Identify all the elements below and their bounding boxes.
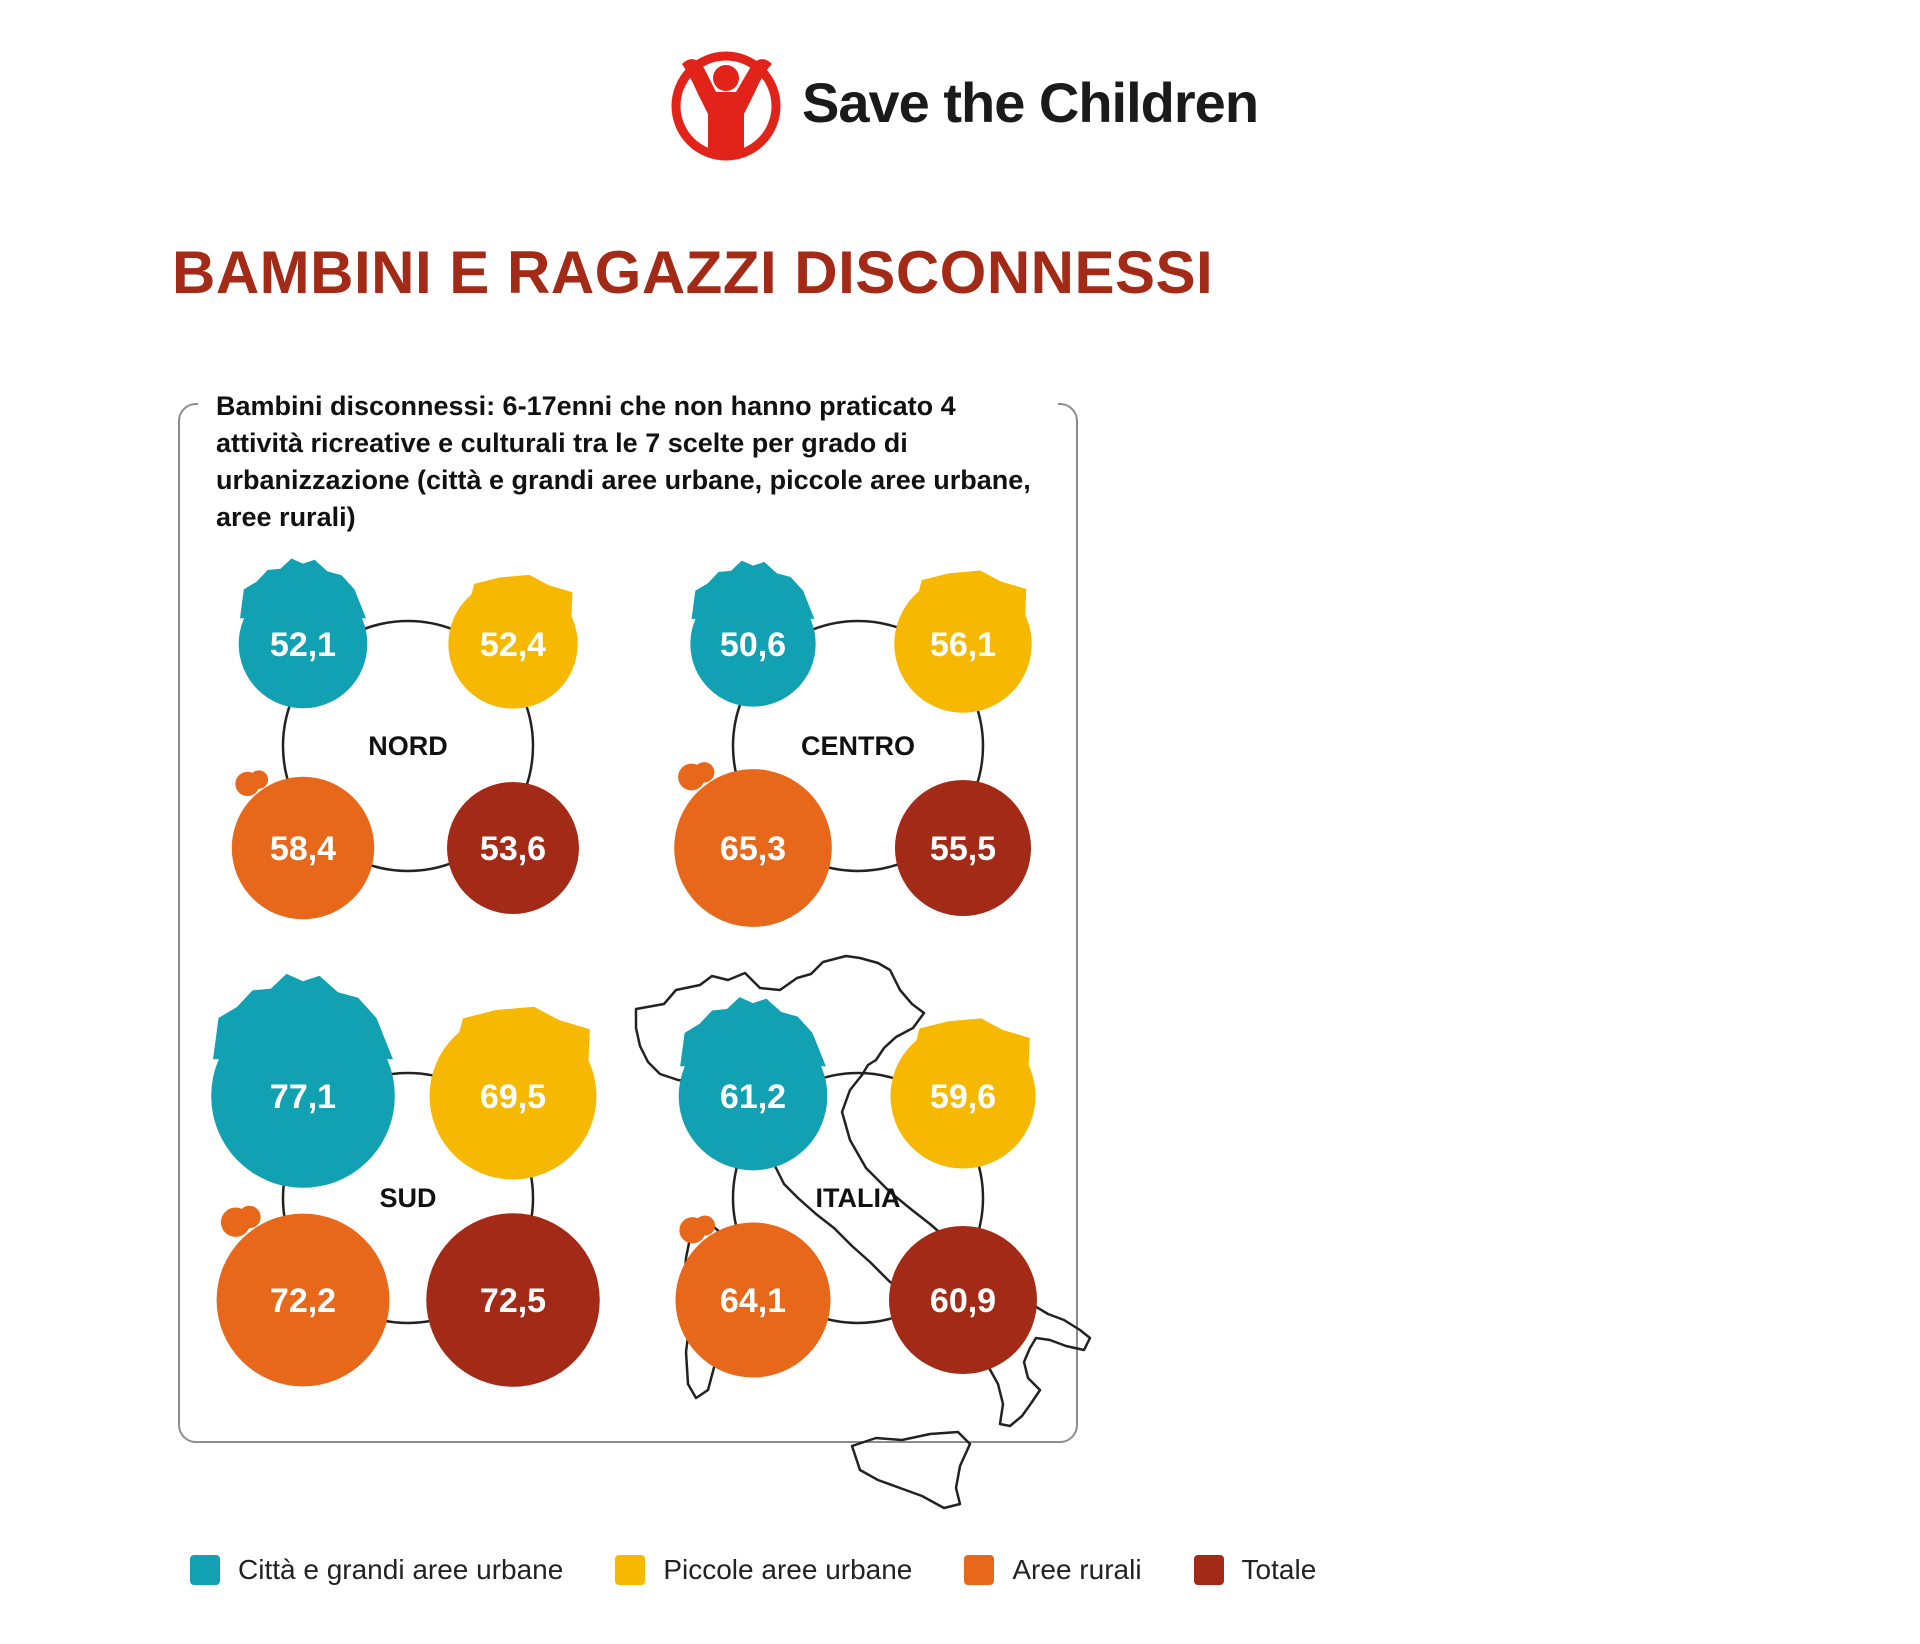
legend-item-total: Totale bbox=[1193, 1554, 1317, 1586]
chart-subtitle: Bambini disconnessi: 6-17enni che non ha… bbox=[198, 388, 1058, 536]
bubble-group-italia: 61,2 59,6 64,1 60,9 ITALIA bbox=[675, 997, 1037, 1378]
bubble-group-nord: 52,1 52,4 58,4 53,6 NORD bbox=[231, 558, 579, 920]
bubble-4 bbox=[447, 782, 579, 914]
bubble-group-sud: 77,1 69,5 72,2 72,5 SUD bbox=[211, 973, 600, 1387]
bubble-4 bbox=[894, 779, 1032, 917]
bubble-2 bbox=[429, 1012, 597, 1180]
bubble-value-label: 53,6 bbox=[480, 830, 546, 868]
legend-item-small-urban: Piccole aree urbane bbox=[615, 1554, 912, 1586]
bubble-value-label: 50,6 bbox=[720, 626, 786, 664]
group-label: SUD bbox=[379, 1183, 436, 1213]
legend: Città e grandi aree urbane Piccole aree … bbox=[190, 1550, 1368, 1590]
bubble-2 bbox=[890, 1023, 1036, 1169]
group-ring bbox=[281, 619, 535, 873]
legend-label: Piccole aree urbane bbox=[663, 1554, 913, 1585]
bubble-value-label: 52,1 bbox=[270, 626, 336, 664]
bubble-3 bbox=[674, 769, 832, 927]
legend-item-city: Città e grandi aree urbane bbox=[190, 1554, 563, 1586]
brand-name: Save the Children bbox=[802, 71, 1259, 134]
legend-item-rural: Aree rurali bbox=[964, 1554, 1142, 1586]
save-the-children-logo: Save the Children bbox=[668, 42, 1268, 167]
bubble-value-label: 77,1 bbox=[270, 1078, 336, 1116]
legend-label: Città e grandi aree urbane bbox=[238, 1554, 564, 1585]
tree-shape bbox=[238, 1205, 261, 1229]
bubble-value-label: 56,1 bbox=[930, 626, 996, 664]
group-ring bbox=[731, 619, 985, 873]
bubble-value-label: 65,3 bbox=[720, 830, 786, 868]
tree-shape bbox=[693, 762, 715, 783]
bubble-1 bbox=[211, 1004, 395, 1188]
bubble-3 bbox=[216, 1213, 390, 1387]
page-title: BAMBINI E RAGAZZI DISCONNESSI bbox=[172, 239, 1214, 306]
bubble-4 bbox=[426, 1213, 600, 1387]
sicily-outline bbox=[850, 1430, 972, 1510]
bubble-value-label: 60,9 bbox=[930, 1282, 996, 1320]
group-label: NORD bbox=[368, 731, 448, 761]
italy-map-outline bbox=[634, 954, 1092, 1428]
bubble-1 bbox=[678, 1021, 828, 1171]
bubble-4 bbox=[889, 1226, 1037, 1374]
logo-figure-icon bbox=[671, 51, 781, 161]
bubble-value-label: 59,6 bbox=[930, 1078, 996, 1116]
legend-label: Totale bbox=[1241, 1554, 1317, 1585]
bubble-value-label: 58,4 bbox=[270, 830, 336, 868]
bubble-group-centro: 50,6 56,1 65,3 55,5 CENTRO bbox=[674, 560, 1032, 927]
bubble-1 bbox=[238, 579, 368, 709]
legend-swatch bbox=[1193, 1555, 1224, 1585]
bubble-value-label: 72,5 bbox=[480, 1282, 546, 1320]
bubble-value-label: 52,4 bbox=[480, 626, 546, 664]
legend-label: Aree rurali bbox=[1012, 1554, 1142, 1585]
group-label: ITALIA bbox=[816, 1183, 901, 1213]
bubble-value-label: 64,1 bbox=[720, 1282, 786, 1320]
tree-shape bbox=[694, 1215, 716, 1236]
tree-shape bbox=[249, 770, 269, 789]
bubble-1 bbox=[690, 581, 816, 707]
group-label: CENTRO bbox=[801, 731, 915, 761]
bubble-3 bbox=[675, 1222, 831, 1378]
bubble-value-label: 61,2 bbox=[720, 1078, 786, 1116]
legend-swatch bbox=[190, 1555, 220, 1585]
bubble-3 bbox=[231, 776, 375, 920]
group-ring bbox=[731, 1071, 985, 1325]
bubble-value-label: 72,2 bbox=[270, 1282, 336, 1320]
legend-swatch bbox=[615, 1555, 646, 1585]
bubble-value-label: 55,5 bbox=[930, 830, 996, 868]
bubble-2 bbox=[894, 575, 1032, 713]
bubble-value-label: 69,5 bbox=[480, 1078, 546, 1116]
group-ring bbox=[281, 1071, 535, 1325]
legend-swatch bbox=[964, 1555, 995, 1585]
bubble-2 bbox=[448, 579, 578, 709]
